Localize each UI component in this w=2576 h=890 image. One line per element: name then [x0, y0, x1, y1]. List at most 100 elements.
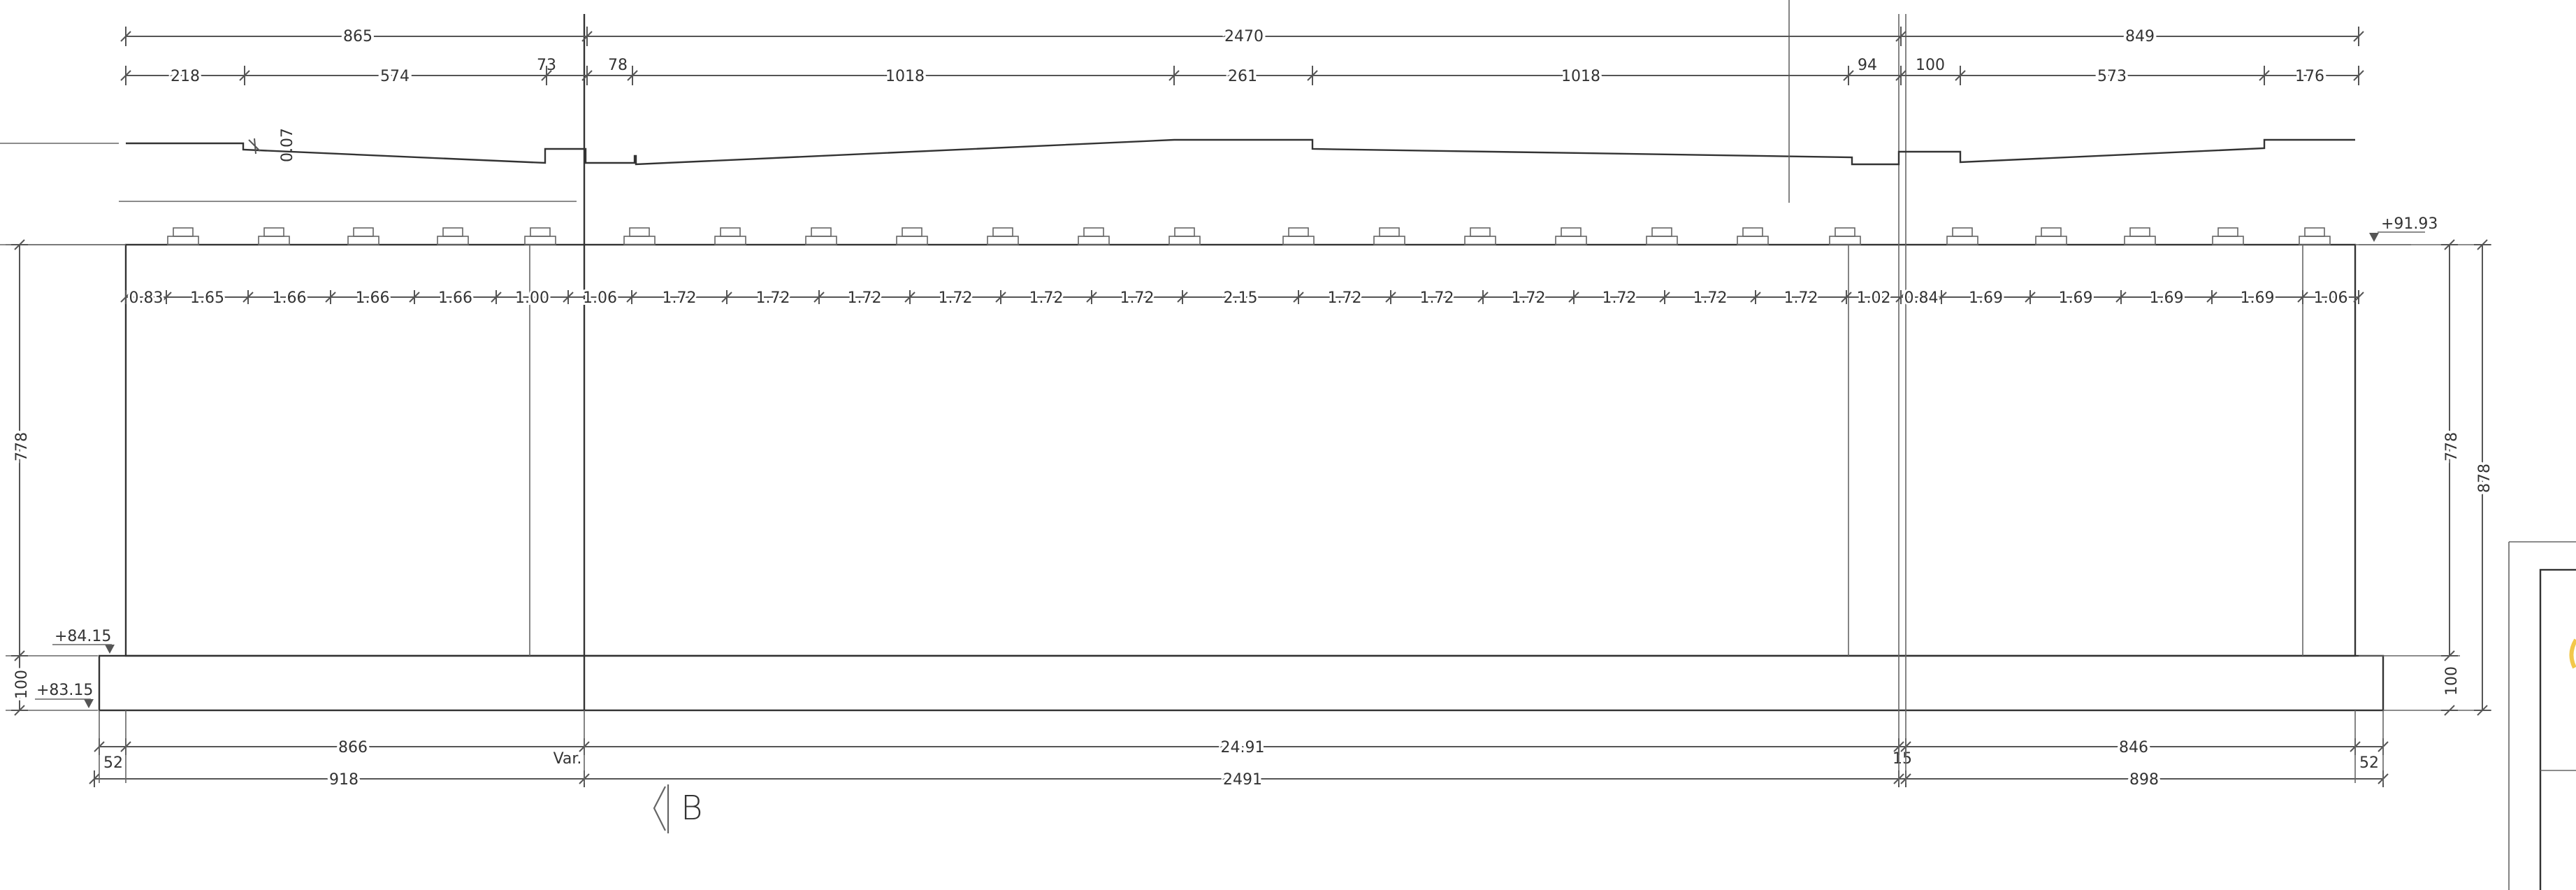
spacing-label: 1.66 — [356, 289, 390, 307]
bearing-pad — [1737, 227, 1769, 245]
footing-right-label: 100 — [2443, 666, 2461, 696]
bearing-pad — [1555, 227, 1587, 245]
spacing-label: 1.72 — [939, 289, 973, 307]
spacing-label: 1.69 — [1969, 289, 2003, 307]
bearing-pad — [1946, 227, 1978, 245]
title-block — [2508, 541, 2576, 890]
level-marker-top: +91.93 — [2369, 215, 2438, 242]
spacing-label: 1.65 — [190, 289, 224, 307]
slope-marker — [248, 138, 261, 155]
bearing-pad — [347, 227, 379, 245]
dim-small-right: 52 — [2359, 754, 2379, 772]
bearing-pad — [167, 227, 199, 245]
spacing-labels: 0.83 1.65 1.66 1.66 1.66 1.00 1.06 1.72 1.72 1.72… — [120, 287, 2364, 309]
spacing-label: 1.72 — [1784, 289, 1818, 307]
dim-bottom1-middle: 24.91 — [1221, 739, 1265, 756]
bearing-pad — [1464, 227, 1496, 245]
spacing-label: 1.72 — [1420, 289, 1454, 307]
spacing-label: 1.06 — [2314, 289, 2348, 307]
spacing-label: 1.72 — [1029, 289, 1064, 307]
vertical-dims-right: 778 878 100 — [2359, 244, 2496, 711]
footing-left-label: 100 — [13, 670, 31, 699]
spacing-label: 1.69 — [2059, 289, 2093, 307]
bearing-pad — [1646, 227, 1678, 245]
spacing-label: 1.00 — [515, 289, 549, 307]
bearing-pad — [1373, 227, 1405, 245]
dim-seg-8: 94 — [1858, 57, 1877, 74]
bearing-pad — [2124, 227, 2156, 245]
bearing-pad — [2035, 227, 2067, 245]
spacing-label: 1.69 — [2241, 289, 2275, 307]
dim-bottom2-left: 918 — [329, 771, 359, 789]
bearing-pad — [1168, 227, 1201, 245]
dim-bottom2-right: 898 — [2129, 771, 2159, 789]
joints — [529, 14, 2303, 710]
height-left-label: 778 — [13, 432, 31, 461]
dim-small-joint: 15 — [1893, 750, 1912, 768]
spacing-label: 1.06 — [583, 289, 617, 307]
bearing-pad — [896, 227, 928, 245]
spacing-label: 1.72 — [663, 289, 697, 307]
spacing-label: 1.69 — [2150, 289, 2184, 307]
dim-seg-6: 261 — [1228, 68, 1257, 85]
spacing-label: 0.83 — [129, 289, 164, 307]
dim-bottom1-right: 846 — [2119, 739, 2148, 756]
total-right-label: 878 — [2476, 464, 2494, 493]
dim-seg-1: 218 — [171, 68, 200, 85]
bearing-pad — [623, 227, 656, 245]
dim-seg-10: 573 — [2097, 68, 2127, 85]
spacing-label: 1.72 — [848, 289, 882, 307]
bearing-pad — [714, 227, 746, 245]
level-footing-bottom-label: +83.15 — [36, 682, 93, 699]
bearing-pad — [805, 227, 837, 245]
spacing-label: 1.72 — [1328, 289, 1362, 307]
spacing-label: 1.72 — [1512, 289, 1546, 307]
slab-profile — [0, 0, 2355, 203]
slope-label: 0.07 — [279, 128, 296, 162]
dimension-ticks-vertical — [11, 239, 2491, 716]
dim-bottom1-left: 866 — [338, 739, 368, 756]
bearing-pad — [1282, 227, 1315, 245]
dim-bottom2-middle: 2491 — [1223, 771, 1262, 789]
dimension-ticks-top — [120, 27, 2364, 85]
bearing-pads — [167, 227, 2331, 245]
bearing-pad — [1078, 227, 1110, 245]
dimension-row-overall-top: 865 2470 849 — [126, 25, 2359, 48]
bearing-pad — [1829, 227, 1861, 245]
footing — [98, 654, 2385, 712]
dim-small-left: 52 — [103, 754, 123, 772]
spacing-label: 1.66 — [273, 289, 307, 307]
spacing-label: 1.72 — [1693, 289, 1728, 307]
dim-overall-left: 865 — [343, 28, 372, 45]
bearing-pad — [987, 227, 1019, 245]
dim-seg-11: 176 — [2295, 68, 2324, 85]
spacing-label: 1.72 — [1120, 289, 1155, 307]
dim-seg-9: 100 — [1916, 57, 1945, 74]
level-footing-top-label: +84.15 — [55, 628, 111, 645]
dimension-row-bottom-2: 918 2491 898 — [94, 768, 2383, 791]
level-marker-footing-top: +84.15 — [52, 628, 115, 654]
dimension-row-bottom-1: 866 24.91 846 52 Var. 15 52 — [99, 736, 2383, 772]
dim-seg-4: 78 — [608, 57, 628, 74]
spacing-label: 2.15 — [1224, 289, 1258, 307]
spacing-label: 1.66 — [438, 289, 472, 307]
dim-overall-right: 849 — [2125, 28, 2155, 45]
bearing-pad — [2299, 227, 2331, 245]
spacing-label: 1.72 — [1602, 289, 1637, 307]
height-right-label: 778 — [2443, 432, 2461, 461]
level-top-label: +91.93 — [2381, 215, 2438, 233]
dim-small-var: Var. — [553, 750, 582, 768]
level-marker-footing-bottom: +83.15 — [35, 682, 94, 708]
section-mark-label: B — [681, 789, 702, 828]
bearing-pad — [437, 227, 469, 245]
section-mark: B — [653, 784, 702, 833]
dim-seg-2: 574 — [380, 68, 410, 85]
dim-seg-7: 1018 — [1561, 68, 1600, 85]
dimension-row-segments-top: 218 574 73 78 1018 261 1018 94 100 573 1… — [126, 57, 2359, 88]
bearing-pad — [258, 227, 290, 245]
spacing-label: 1.02 — [1857, 289, 1891, 307]
spacing-label: 1.72 — [756, 289, 790, 307]
bearing-pad — [2212, 227, 2244, 245]
dim-seg-5: 1018 — [885, 68, 925, 85]
